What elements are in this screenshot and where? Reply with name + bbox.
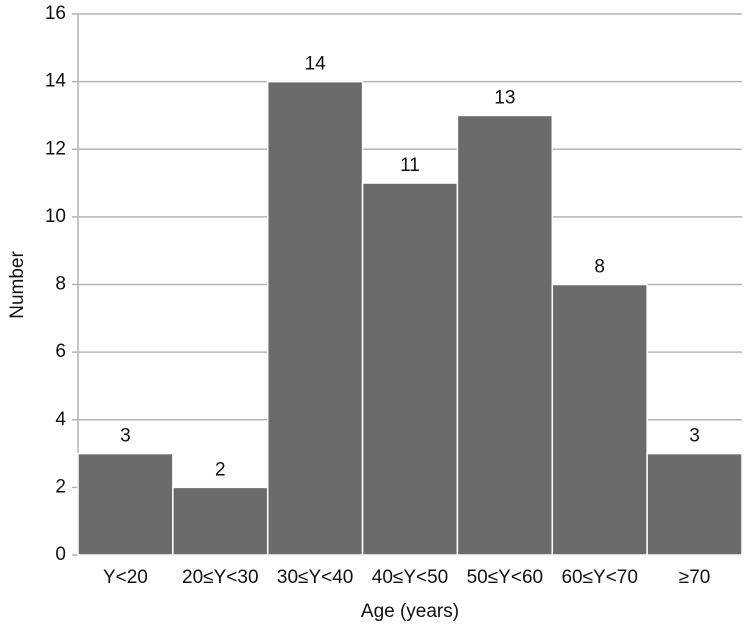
value-label: 13 xyxy=(494,87,515,108)
y-axis-label: Number xyxy=(7,251,28,319)
value-label: 11 xyxy=(400,155,420,176)
x-tick-label: Y<20 xyxy=(103,567,148,588)
x-tick-label: 40≤Y<50 xyxy=(372,567,448,588)
x-tick-label: 20≤Y<30 xyxy=(182,567,258,588)
bar xyxy=(266,80,364,556)
y-tick-label: 8 xyxy=(55,274,66,295)
bar xyxy=(361,182,459,556)
value-label: 8 xyxy=(594,257,605,278)
y-tick-label: 14 xyxy=(45,71,67,92)
bar xyxy=(646,452,743,556)
y-tick-label: 2 xyxy=(55,476,66,497)
value-label: 3 xyxy=(689,426,700,447)
y-tick-label: 10 xyxy=(45,206,66,227)
bar xyxy=(77,452,174,556)
value-label: 3 xyxy=(120,426,131,447)
bar xyxy=(551,283,648,556)
y-tick-label: 4 xyxy=(55,409,66,430)
x-tick-label: 50≤Y<60 xyxy=(467,567,543,588)
x-axis-label: Age (years) xyxy=(361,601,459,622)
bar xyxy=(172,486,269,556)
x-tick-label: 30≤Y<40 xyxy=(277,567,353,588)
value-label: 2 xyxy=(215,459,226,480)
x-tick-label: ≥70 xyxy=(679,567,711,588)
y-tick-label: 6 xyxy=(55,341,66,362)
value-label: 14 xyxy=(305,54,327,75)
bar xyxy=(456,114,554,556)
y-tick-label: 12 xyxy=(45,138,66,159)
y-tick-label: 16 xyxy=(45,3,66,24)
x-tick-label: 60≤Y<70 xyxy=(561,567,637,588)
y-tick-label: 0 xyxy=(55,544,66,565)
